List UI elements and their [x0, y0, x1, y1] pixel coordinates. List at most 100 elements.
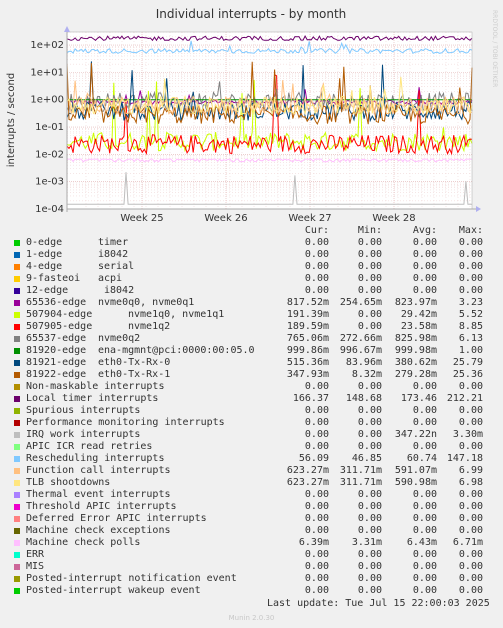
legend-avg: 60.74	[406, 453, 437, 464]
header-min: Min:	[357, 225, 382, 236]
legend-min: 8.32m	[351, 369, 382, 380]
legend-row: Deferred Error APIC interrupts 0.00 0.00 0.…	[0, 513, 503, 525]
legend-swatch	[14, 432, 20, 438]
legend-min: 0.00	[357, 381, 382, 392]
legend-row: Threshold APIC interrupts 0.00 0.00 0.00 0.0…	[0, 501, 503, 513]
legend-max: 212.21	[446, 393, 483, 404]
legend-min: 0.00	[357, 561, 382, 572]
legend-min: 0.00	[357, 441, 382, 452]
legend-row: Machine check polls 6.39m 3.31m 6.43m 6.71m	[0, 537, 503, 549]
legend-series-name: 65536-edge	[26, 297, 87, 308]
legend-series-name: 507904-edge	[26, 309, 93, 320]
legend-row: 65537-edge nvme0q2 765.06m 272.66m 825.98m 6.…	[0, 333, 503, 345]
legend-cur: 191.39m	[286, 309, 329, 320]
legend-max: 6.13	[458, 333, 483, 344]
legend-swatch	[14, 348, 20, 354]
legend-min: 0.00	[357, 321, 382, 332]
legend-swatch	[14, 324, 20, 330]
x-tick-label: Week 26	[204, 213, 247, 224]
legend-min: 0.00	[357, 237, 382, 248]
legend-series-name: Posted-interrupt wakeup event	[26, 585, 201, 596]
legend-swatch	[14, 564, 20, 570]
legend-avg: 0.00	[412, 501, 437, 512]
legend-cur: 6.39m	[298, 537, 329, 548]
legend-max: 0.00	[458, 285, 483, 296]
legend-cur: 817.52m	[286, 297, 329, 308]
legend-swatch	[14, 276, 20, 282]
legend-max: 25.79	[452, 357, 483, 368]
legend-row: 507904-edge nvme1q0, nvme1q1 191.39m 0.00 29…	[0, 309, 503, 321]
legend-min: 46.85	[351, 453, 382, 464]
legend-swatch	[14, 492, 20, 498]
legend-series-name: APIC ICR read retries	[26, 441, 153, 452]
legend-min: 0.00	[357, 585, 382, 596]
legend-row: Thermal event interrupts 0.00 0.00 0.00 0.00	[0, 489, 503, 501]
legend-row: 9-fasteoi acpi 0.00 0.00 0.00 0.00	[0, 273, 503, 285]
legend-max: 0.00	[458, 405, 483, 416]
legend-max: 0.00	[458, 261, 483, 272]
header-cur: Cur:	[304, 225, 329, 236]
legend-cur: 0.00	[304, 285, 329, 296]
legend-series-name: Deferred Error APIC interrupts	[26, 513, 207, 524]
legend-swatch	[14, 540, 20, 546]
legend-min: 0.00	[357, 513, 382, 524]
legend-swatch	[14, 372, 20, 378]
legend-swatch	[14, 528, 20, 534]
legend-min: 311.71m	[339, 477, 382, 488]
legend-cur: 0.00	[304, 513, 329, 524]
legend-avg: 380.62m	[394, 357, 437, 368]
legend-series-label: nvme0q2	[98, 333, 141, 344]
legend-swatch	[14, 504, 20, 510]
legend-row: 0-edge timer 0.00 0.00 0.00 0.00	[0, 237, 503, 249]
header-avg: Avg:	[412, 225, 437, 236]
legend-min: 0.00	[357, 489, 382, 500]
legend-swatch	[14, 468, 20, 474]
legend-min: 0.00	[357, 525, 382, 536]
legend-row: Spurious interrupts 0.00 0.00 0.00 0.00	[0, 405, 503, 417]
legend-swatch	[14, 360, 20, 366]
chart-title: Individual interrupts - by month	[156, 7, 347, 21]
series-line	[67, 158, 473, 163]
legend-swatch	[14, 480, 20, 486]
legend-min: 3.31m	[351, 537, 382, 548]
legend-swatch	[14, 336, 20, 342]
legend-max: 0.00	[458, 441, 483, 452]
legend-cur: 0.00	[304, 573, 329, 584]
legend-series-name: Local timer interrupts	[26, 393, 159, 404]
legend-series-label: nvme1q2	[128, 321, 171, 332]
series-line	[66, 76, 473, 116]
legend-avg: 279.28m	[394, 369, 437, 380]
legend-row: Non-maskable interrupts 0.00 0.00 0.00 0.00	[0, 381, 503, 393]
legend-series-name: Non-maskable interrupts	[26, 381, 165, 392]
legend-avg: 0.00	[412, 417, 437, 428]
legend-min: 272.66m	[339, 333, 382, 344]
y-tick-label: 1e-02	[35, 149, 64, 160]
legend-swatch	[14, 552, 20, 558]
legend-series-name: 507905-edge	[26, 321, 93, 332]
legend-swatch	[14, 252, 20, 258]
legend-max: 3.30m	[452, 429, 483, 440]
legend-series-name: 4-edge	[26, 261, 63, 272]
legend-row: 12-edge i8042 0.00 0.00 0.00 0.00	[0, 285, 503, 297]
legend-avg: 6.43m	[406, 537, 437, 548]
legend-max: 147.18	[446, 453, 483, 464]
legend-min: 0.00	[357, 501, 382, 512]
legend-min: 148.68	[345, 393, 382, 404]
legend-avg: 823.97m	[394, 297, 437, 308]
legend-row: 1-edge i8042 0.00 0.00 0.00 0.00	[0, 249, 503, 261]
legend-max: 0.00	[458, 561, 483, 572]
legend-cur: 166.37	[292, 393, 329, 404]
legend-cur: 0.00	[304, 261, 329, 272]
legend-max: 5.52	[458, 309, 483, 320]
legend-series-label: acpi	[98, 273, 123, 284]
y-tick-label: 1e+00	[30, 95, 64, 106]
legend-cur: 0.00	[304, 585, 329, 596]
legend-series-label: i8042	[98, 249, 129, 260]
legend-max: 0.00	[458, 273, 483, 284]
legend-min: 996.67m	[339, 345, 382, 356]
legend-series-name: Posted-interrupt notification event	[26, 573, 237, 584]
legend-avg: 23.58m	[400, 321, 437, 332]
legend-max: 1.00	[458, 345, 483, 356]
legend-avg: 0.00	[412, 525, 437, 536]
legend-row: Posted-interrupt notification event 0.00 0…	[0, 573, 503, 585]
